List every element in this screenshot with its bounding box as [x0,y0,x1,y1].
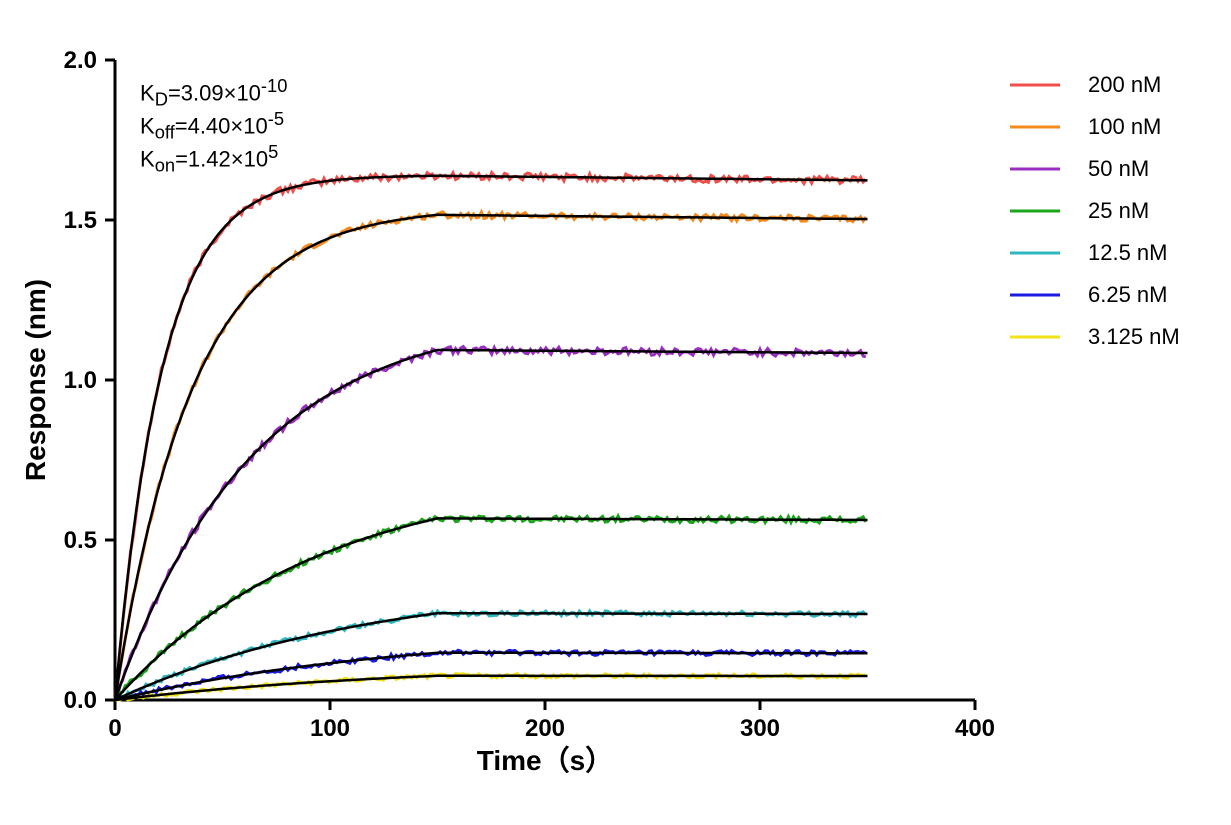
series-line [115,347,866,700]
fit-line [115,176,868,700]
y-axis-title: Response (nm) [20,279,51,481]
legend-label: 50 nM [1088,156,1149,181]
fit-line [115,676,868,700]
y-tick-label: 1.5 [64,207,97,234]
y-tick-label: 0.5 [64,527,97,554]
chart-svg: 0.0 0.5 1.0 1.5 2.0 0 100 200 300 400 Response (nm… [0,0,1231,825]
x-axis-title: Time（s） [477,744,613,776]
fit-line [115,350,868,700]
kinetics-annotation: Koff=4.40×10-5 [140,108,440,142]
x-tick-label: 100 [310,715,350,742]
legend-label: 200 nM [1088,72,1161,97]
series-line [115,212,866,700]
legend-label: 100 nM [1088,114,1161,139]
y-tick-label: 0.0 [64,687,97,714]
legend-label: 25 nM [1088,198,1149,223]
kinetics-annotation: Kon=1.42×105 [140,141,440,175]
binding-kinetics-chart: { "chart": { "type": "line", "width": 12… [0,0,1231,825]
fit-line [115,215,868,700]
legend-label: 12.5 nM [1088,240,1168,265]
legend-label: 3.125 nM [1088,324,1180,349]
y-tick-label: 2.0 [64,47,97,74]
series-line [115,516,866,700]
x-tick-label: 0 [108,715,121,742]
legend-label: 6.25 nM [1088,282,1168,307]
y-tick-label: 1.0 [64,367,97,394]
x-tick-label: 400 [955,715,995,742]
series-line [115,173,866,700]
kinetics-annotation: KD=3.09×10-10 [140,75,440,109]
x-tick-label: 300 [740,715,780,742]
x-tick-label: 200 [525,715,565,742]
